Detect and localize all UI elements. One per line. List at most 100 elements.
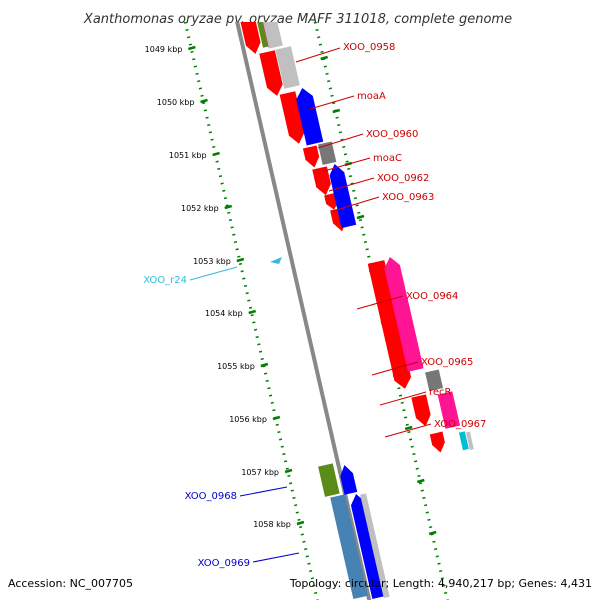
ruler-kbp-label: 1049 kbp — [145, 45, 183, 54]
feature-block — [458, 431, 469, 451]
gene-label-xoo-r24: XOO_r24 — [143, 275, 187, 286]
feature-block-shape — [318, 463, 340, 497]
feature-block-shape — [425, 369, 444, 392]
feature-block-shape — [260, 22, 283, 49]
ruler-major-tick — [212, 151, 220, 157]
cds-block-shape — [238, 22, 261, 54]
ruler-major-tick — [248, 309, 257, 315]
gene-label-xoo-0964: XOO_0964 — [406, 291, 458, 302]
ruler-major-tick — [272, 415, 281, 421]
ruler-kbp-label: 1057 kbp — [241, 468, 279, 477]
ruler-kbp-label: 1050 kbp — [157, 98, 195, 107]
ruler-kbp-label: 1056 kbp — [229, 415, 267, 424]
ruler-major-tick — [260, 362, 269, 368]
leader-line — [239, 486, 288, 497]
leader-line — [328, 177, 375, 192]
ruler-major-tick — [404, 425, 413, 431]
ruler-kbp-label: 1052 kbp — [181, 204, 219, 213]
leader-line — [317, 133, 364, 149]
leader-line — [384, 423, 432, 438]
genome-backbone — [235, 22, 372, 600]
gene-label-xoo-0968: XOO_0968 — [185, 491, 237, 502]
cds-block — [259, 50, 283, 96]
cds-block — [238, 22, 261, 54]
accession-text: Accession: NC_007705 — [8, 577, 133, 590]
gene-labels: XOO_0958 moaA XOO_0960 moaC XOO_0962 XOO… — [143, 42, 486, 569]
feature-block-shape — [437, 391, 461, 429]
cds-block-shape — [429, 431, 445, 453]
feature-block — [465, 431, 474, 450]
feature-block — [330, 494, 368, 600]
gene-label-moac: moaC — [373, 153, 402, 164]
cds-block-shape — [302, 145, 320, 168]
cds-block-shape — [340, 465, 358, 495]
ruler-major-tick — [428, 530, 437, 536]
cds-block — [429, 431, 445, 453]
feature-block — [254, 22, 269, 48]
leader-line — [189, 266, 238, 281]
feature-block-shape — [254, 22, 269, 48]
cds-block-shape — [329, 164, 357, 229]
leader-line — [295, 47, 341, 63]
gene-label-xoo-0969: XOO_0969 — [198, 558, 250, 569]
ruler-kbp-label: 1053 kbp — [193, 257, 231, 266]
cds-block — [312, 166, 331, 196]
feature-block-shape — [318, 141, 337, 166]
gene-label-xoo-0965: XOO_0965 — [421, 357, 473, 368]
feature-block-shape — [275, 46, 300, 89]
ruler-major-tick — [296, 520, 305, 526]
leader-line — [309, 95, 355, 110]
feature-block-shape — [458, 431, 469, 451]
ruler-major-tick — [320, 55, 328, 61]
cds-block-shape — [411, 394, 431, 427]
ruler-major-tick — [188, 45, 196, 51]
ruler-kbp-label: 1051 kbp — [169, 151, 207, 160]
cds-block — [411, 394, 431, 427]
gene-label-xoo-0963: XOO_0963 — [382, 192, 434, 203]
ruler-major-tick — [356, 214, 365, 220]
map-title: Xanthomonas oryzae pv. oryzae MAFF 31101… — [83, 12, 512, 27]
cds-block-shape — [279, 91, 305, 144]
gene-label-xoo-0960: XOO_0960 — [366, 129, 418, 140]
cds-block — [296, 88, 324, 146]
feature-block-shape — [465, 431, 474, 450]
cds-block — [329, 164, 357, 229]
map-area: 1049 kbp 1050 kbp 1051 kbp 1052 kbp 1053 kbp… — [145, 22, 474, 600]
ruler-kbp-label: 1054 kbp — [205, 309, 243, 318]
cds-block-shape — [384, 257, 424, 372]
ruler-dotted-line-left — [183, 22, 319, 600]
gene-label-xoo-0962: XOO_0962 — [377, 173, 429, 184]
rna-marker — [270, 257, 282, 264]
scale-ruler: 1049 kbp 1050 kbp 1051 kbp 1052 kbp 1053 kbp… — [145, 22, 449, 600]
genome-summary-text: Topology: circular; Length: 4,940,217 bp… — [289, 577, 592, 590]
ruler-major-tick — [200, 98, 208, 104]
cds-block — [340, 465, 358, 495]
ruler-major-tick — [224, 204, 233, 210]
ruler-major-tick — [332, 108, 341, 114]
ruler-major-tick — [284, 468, 293, 474]
leader-line — [371, 361, 419, 376]
leader-line — [332, 196, 380, 212]
cds-block — [384, 257, 424, 372]
feature-block — [275, 46, 300, 89]
leader-line — [323, 157, 371, 172]
gene-label-recr: recR — [429, 387, 452, 398]
feature-block — [437, 391, 461, 429]
cds-block-shape — [367, 260, 412, 389]
leader-line — [379, 391, 427, 406]
leader-line — [252, 552, 300, 563]
ruler-kbp-label: 1055 kbp — [217, 362, 255, 371]
gene-tracks — [235, 22, 474, 600]
cds-block — [279, 91, 305, 144]
ruler-kbp-label: 1058 kbp — [253, 520, 291, 529]
leader-line — [356, 295, 404, 310]
feature-block-shape — [360, 493, 390, 599]
cds-block — [302, 145, 320, 168]
cds-block — [367, 260, 412, 389]
gene-label-moaa: moaA — [357, 91, 386, 102]
feature-block — [425, 369, 444, 392]
gene-label-xoo-0967: XOO_0967 — [434, 419, 486, 430]
ruler-major-tick — [236, 257, 245, 263]
cds-block-shape — [296, 88, 324, 146]
